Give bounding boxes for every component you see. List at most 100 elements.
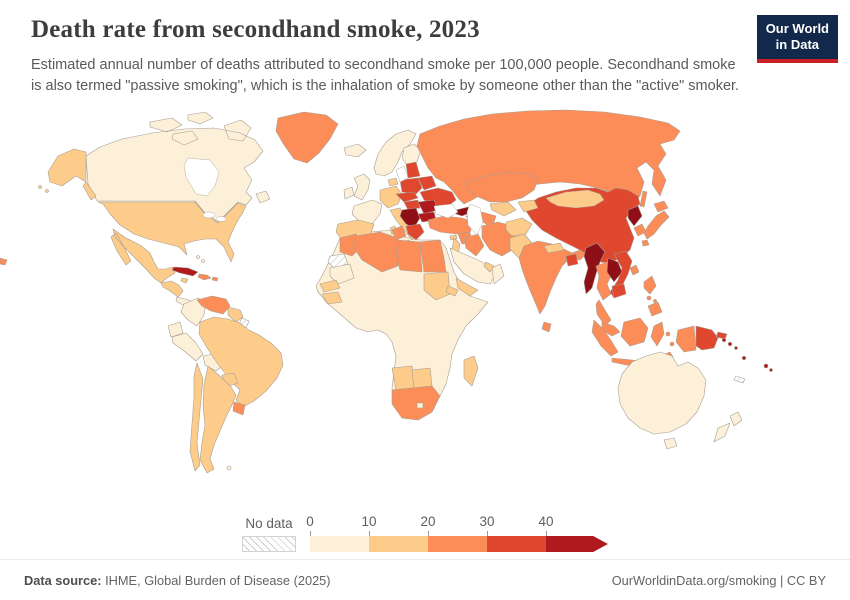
legend-no-data-label: No data <box>245 516 293 531</box>
region-egypt[interactable] <box>419 239 447 273</box>
region-poland[interactable] <box>399 177 423 195</box>
region-uzbekistan[interactable] <box>489 201 517 217</box>
legend-tick-0: 0 <box>306 514 314 529</box>
region-new-zealand[interactable] <box>713 411 743 443</box>
region-belarus[interactable] <box>417 175 437 191</box>
region-chile[interactable] <box>189 362 204 472</box>
region-baltic-states[interactable] <box>405 161 421 179</box>
region-argentina[interactable] <box>199 365 237 474</box>
region-canada[interactable] <box>85 111 271 223</box>
region-czechia-slovakia[interactable] <box>395 191 419 203</box>
region-sudan[interactable] <box>423 271 451 301</box>
region-cyprus[interactable] <box>449 234 458 241</box>
region-eritrea[interactable] <box>445 285 459 297</box>
region-cuba[interactable] <box>171 266 199 277</box>
region-vanuatu[interactable] <box>741 355 747 361</box>
region-mongolia[interactable] <box>545 189 605 209</box>
region-uk[interactable] <box>353 173 371 201</box>
region-mauritania[interactable] <box>329 263 355 285</box>
region-puerto-rico[interactable] <box>211 276 219 282</box>
region-solomon-islands[interactable] <box>721 337 727 343</box>
region-venezuela[interactable] <box>196 295 231 315</box>
region-tunisia[interactable] <box>391 225 407 241</box>
region-bahamas[interactable] <box>196 255 200 259</box>
region-iraq[interactable] <box>463 233 485 257</box>
region-yemen[interactable] <box>455 277 479 297</box>
legend-band-20-30[interactable] <box>428 536 487 552</box>
region-south-africa[interactable] <box>391 385 441 421</box>
region-botswana[interactable] <box>411 367 433 389</box>
region-solomon-islands[interactable] <box>734 346 738 350</box>
region-hispaniola[interactable] <box>197 273 212 281</box>
owid-logo-line2: in Data <box>775 37 820 53</box>
region-algeria[interactable] <box>353 231 399 273</box>
region-new-caledonia[interactable] <box>733 375 746 384</box>
aleutian-island[interactable] <box>38 185 42 189</box>
region-iceland[interactable] <box>343 143 367 158</box>
region-alaska[interactable] <box>47 148 97 201</box>
legend-band-10-20[interactable] <box>369 536 428 552</box>
region-laos[interactable] <box>606 257 623 283</box>
region-denmark[interactable] <box>387 177 399 187</box>
region-kyrgyzstan-tajikistan[interactable] <box>517 199 539 213</box>
region-senegal[interactable] <box>319 279 341 293</box>
region-papua-new-guinea[interactable] <box>695 325 728 351</box>
region-oman[interactable] <box>491 263 505 285</box>
legend-no-data[interactable]: No data <box>242 516 296 552</box>
region-brazil[interactable] <box>198 316 284 408</box>
region-myanmar[interactable] <box>583 242 606 295</box>
legend-band-30-40[interactable] <box>487 536 546 552</box>
region-hungary[interactable] <box>403 199 421 211</box>
region-australia[interactable] <box>617 351 707 450</box>
region-taiwan[interactable] <box>629 264 640 276</box>
region-china[interactable] <box>523 187 641 264</box>
region-south-korea[interactable] <box>633 223 647 237</box>
owid-logo[interactable]: Our World in Data <box>756 15 838 63</box>
region-guyana-suriname[interactable] <box>227 306 244 323</box>
region-mexico[interactable] <box>110 228 176 284</box>
region-namibia[interactable] <box>391 365 415 391</box>
region-france[interactable] <box>351 199 383 225</box>
region-falkland-islands[interactable] <box>226 465 232 471</box>
region-philippines[interactable] <box>643 275 663 317</box>
region-ecuador[interactable] <box>167 321 184 338</box>
region-greenland[interactable] <box>275 111 339 164</box>
region-north-korea[interactable] <box>627 205 643 227</box>
region-ireland[interactable] <box>343 186 355 200</box>
region-peru[interactable] <box>171 332 204 362</box>
region-uruguay[interactable] <box>232 401 246 416</box>
region-japan[interactable] <box>641 200 670 247</box>
region-jamaica[interactable] <box>180 277 189 284</box>
region-afghanistan[interactable] <box>505 217 533 237</box>
region-russia[interactable] <box>0 109 681 266</box>
region-nepal[interactable] <box>543 242 565 254</box>
region-cambodia[interactable] <box>611 283 627 299</box>
region-turkey[interactable] <box>427 215 475 235</box>
region-visayas[interactable] <box>646 295 652 301</box>
region-fiji[interactable] <box>769 368 773 372</box>
region-guatemala-nicaragua[interactable] <box>160 280 184 298</box>
region-libya[interactable] <box>395 239 423 273</box>
region-moluccas[interactable] <box>669 341 675 347</box>
region-gulf-states[interactable] <box>483 261 495 273</box>
region-saudi-arabia[interactable] <box>449 247 497 285</box>
legend-band-0-10[interactable] <box>310 536 369 552</box>
region-bahamas[interactable] <box>201 259 205 263</box>
region-fiji[interactable] <box>763 363 769 369</box>
region-moluccas[interactable] <box>665 331 671 337</box>
region-lesotho[interactable] <box>416 402 424 409</box>
region-solomon-islands[interactable] <box>727 341 733 347</box>
region-bangladesh[interactable] <box>565 253 579 267</box>
region-india[interactable] <box>518 240 587 315</box>
region-sri-lanka[interactable] <box>541 321 552 333</box>
region-kazakhstan[interactable] <box>465 171 539 203</box>
owid-link[interactable]: OurWorldinData.org/smoking | CC BY <box>611 573 826 588</box>
legend-band-40-plus[interactable] <box>546 536 608 552</box>
region-colombia[interactable] <box>180 297 207 327</box>
region-norway-sweden[interactable] <box>373 129 417 177</box>
region-guinea[interactable] <box>321 291 343 305</box>
region-madagascar[interactable] <box>463 355 479 387</box>
region-germany-central-europe[interactable] <box>379 185 403 209</box>
aleutian-island[interactable] <box>45 189 49 193</box>
region-visayas[interactable] <box>653 299 657 303</box>
